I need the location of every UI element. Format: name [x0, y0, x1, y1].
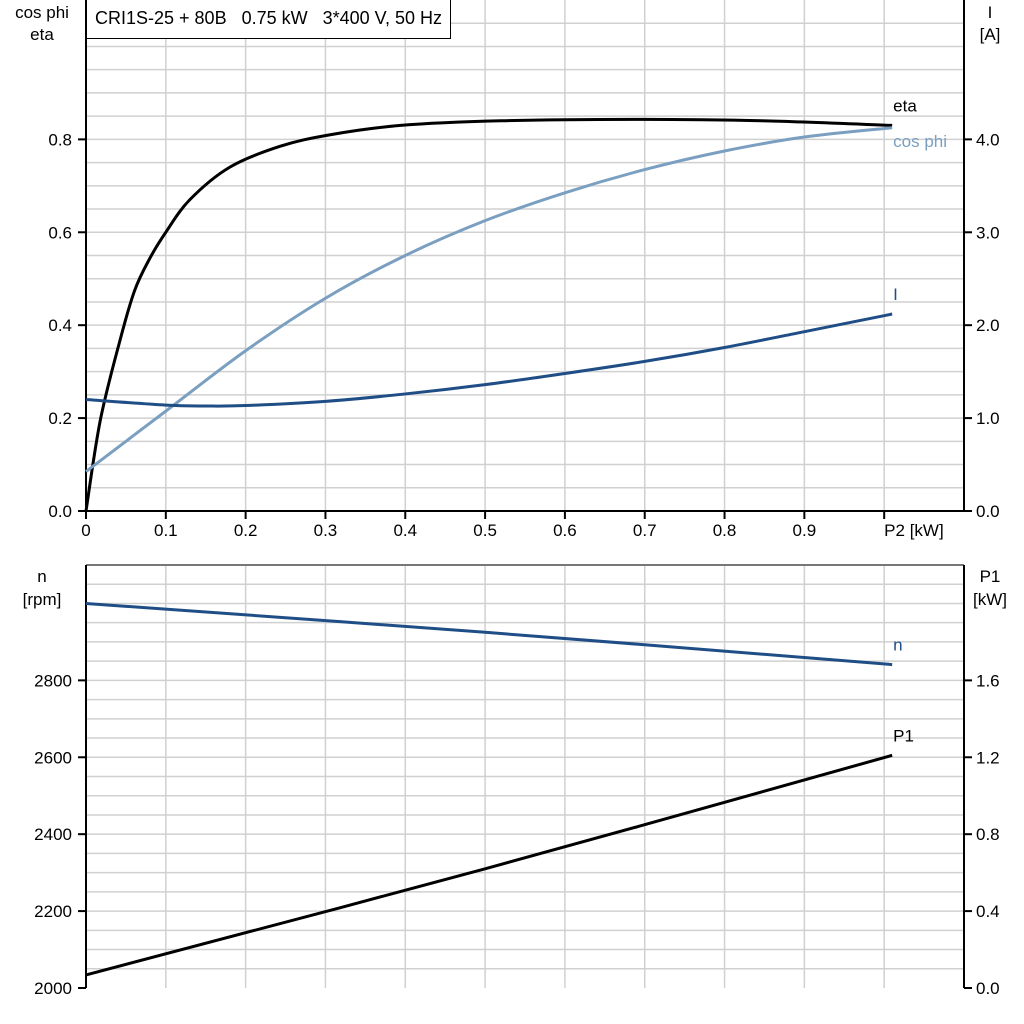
right-axis-label: [A] — [980, 25, 1001, 44]
series-label-eta: eta — [893, 96, 917, 115]
x-tick-label: 0.6 — [553, 521, 577, 540]
left-tick-label: 2600 — [34, 748, 72, 767]
left-axis-label: cos phi — [15, 3, 69, 22]
left-tick-label: 2400 — [34, 825, 72, 844]
right-tick-label: 0.8 — [976, 825, 1000, 844]
x-tick-label: 0.3 — [314, 521, 338, 540]
x-tick-label: 0.7 — [633, 521, 657, 540]
series-line-I — [85, 312, 893, 408]
left-tick-label: 0.0 — [48, 502, 72, 521]
x-tick-label: 0.4 — [393, 521, 417, 540]
series-line-eta — [84, 117, 893, 512]
x-tick-label: 0.2 — [234, 521, 258, 540]
left-tick-label: 0.2 — [48, 409, 72, 428]
right-axis-label: [kW] — [973, 590, 1007, 609]
right-tick-label: 0.4 — [976, 902, 1000, 921]
left-tick-label: 0.4 — [48, 316, 72, 335]
right-axis-label: P1 — [980, 567, 1001, 586]
left-axis-label: n — [37, 567, 46, 586]
right-axis-label: I — [988, 3, 993, 22]
right-tick-label: 0.0 — [976, 979, 1000, 998]
right-tick-label: 1.6 — [976, 671, 1000, 690]
series-label-I: I — [893, 285, 898, 304]
right-tick-label: 4.0 — [976, 130, 1000, 149]
series-label-P1: P1 — [893, 726, 914, 745]
left-tick-label: 2200 — [34, 902, 72, 921]
right-tick-label: 2.0 — [976, 316, 1000, 335]
x-tick-label: 0.5 — [473, 521, 497, 540]
right-tick-label: 1.2 — [976, 748, 1000, 767]
series-line-n — [85, 601, 893, 667]
series-line-cos-phi — [85, 126, 893, 473]
left-axis-label: eta — [30, 25, 54, 44]
x-tick-label: 0.1 — [154, 521, 178, 540]
left-tick-label: 2800 — [34, 671, 72, 690]
right-tick-label: 1.0 — [976, 409, 1000, 428]
left-axis-label: [rpm] — [23, 590, 62, 609]
left-tick-label: 0.8 — [48, 130, 72, 149]
right-tick-label: 0.0 — [976, 502, 1000, 521]
series-label-n: n — [893, 636, 902, 655]
right-tick-label: 3.0 — [976, 223, 1000, 242]
x-tick-label: 0.9 — [793, 521, 817, 540]
x-tick-label: 0.8 — [713, 521, 737, 540]
x-axis-label: P2 [kW] — [884, 521, 944, 540]
left-tick-label: 0.6 — [48, 223, 72, 242]
series-line-P1 — [85, 753, 893, 977]
x-tick-label: 0 — [81, 521, 90, 540]
series-label-cos-phi: cos phi — [893, 132, 947, 151]
chart-title: CRI1S-25 + 80B 0.75 kW 3*400 V, 50 Hz — [86, 0, 452, 39]
left-tick-label: 2000 — [34, 979, 72, 998]
